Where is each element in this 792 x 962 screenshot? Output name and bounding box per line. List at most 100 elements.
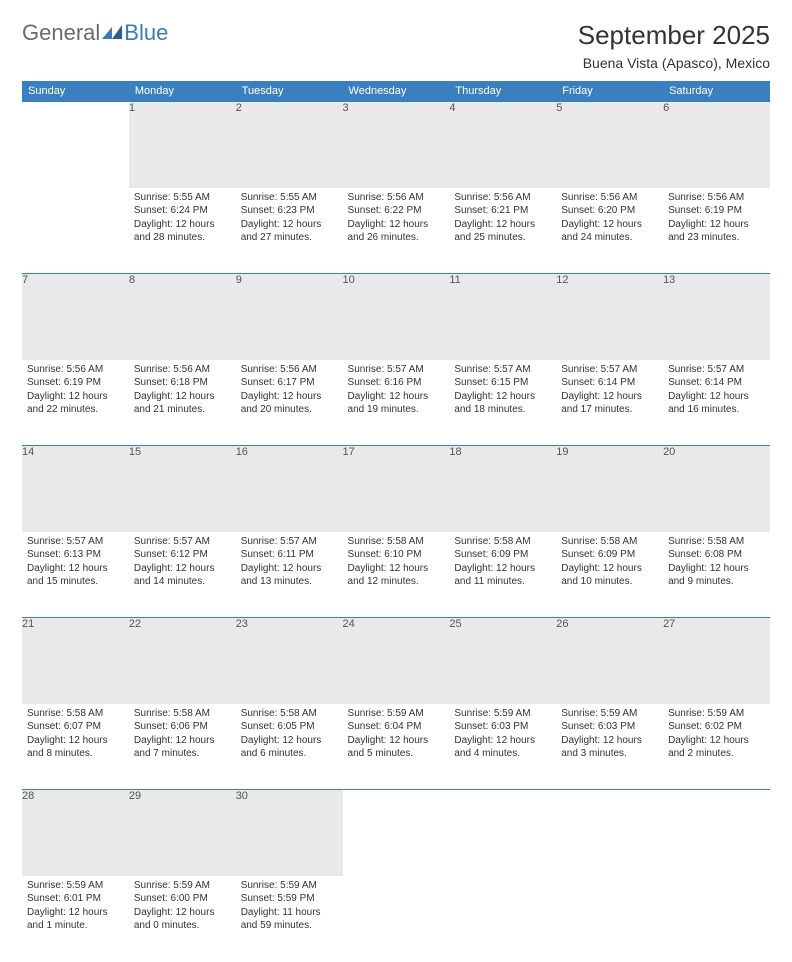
day-data-cell: Sunrise: 5:58 AMSunset: 6:05 PMDaylight:… xyxy=(236,704,343,790)
day-data-cell: Sunrise: 5:59 AMSunset: 5:59 PMDaylight:… xyxy=(236,876,343,962)
day-data-cell: Sunrise: 5:57 AMSunset: 6:16 PMDaylight:… xyxy=(343,360,450,446)
weekday-header: Saturday xyxy=(663,81,770,102)
day-details: Sunrise: 5:58 AMSunset: 6:09 PMDaylight:… xyxy=(556,532,663,595)
day-number-cell: 6 xyxy=(663,102,770,188)
day-number-cell: 20 xyxy=(663,446,770,532)
day-number-cell: 18 xyxy=(449,446,556,532)
day-number-cell: 25 xyxy=(449,618,556,704)
day-data-cell: Sunrise: 5:56 AMSunset: 6:18 PMDaylight:… xyxy=(129,360,236,446)
day-number-cell xyxy=(449,790,556,876)
day-details: Sunrise: 5:58 AMSunset: 6:06 PMDaylight:… xyxy=(129,704,236,767)
day-number-row: 14151617181920 xyxy=(22,446,770,532)
weekday-header: Wednesday xyxy=(343,81,450,102)
day-details: Sunrise: 5:59 AMSunset: 5:59 PMDaylight:… xyxy=(236,876,343,939)
location: Buena Vista (Apasco), Mexico xyxy=(578,55,770,71)
day-data-cell: Sunrise: 5:57 AMSunset: 6:11 PMDaylight:… xyxy=(236,532,343,618)
day-number-cell xyxy=(343,790,450,876)
day-number-cell: 12 xyxy=(556,274,663,360)
day-data-cell xyxy=(556,876,663,962)
day-data-cell: Sunrise: 5:58 AMSunset: 6:09 PMDaylight:… xyxy=(449,532,556,618)
day-data-cell: Sunrise: 5:56 AMSunset: 6:17 PMDaylight:… xyxy=(236,360,343,446)
day-data-cell: Sunrise: 5:57 AMSunset: 6:14 PMDaylight:… xyxy=(663,360,770,446)
day-number-cell: 1 xyxy=(129,102,236,188)
day-data-cell: Sunrise: 5:59 AMSunset: 6:00 PMDaylight:… xyxy=(129,876,236,962)
day-number-row: 21222324252627 xyxy=(22,618,770,704)
day-number-cell: 29 xyxy=(129,790,236,876)
day-data-cell: Sunrise: 5:56 AMSunset: 6:21 PMDaylight:… xyxy=(449,188,556,274)
day-number-cell: 26 xyxy=(556,618,663,704)
day-details: Sunrise: 5:57 AMSunset: 6:13 PMDaylight:… xyxy=(22,532,129,595)
day-data-cell: Sunrise: 5:58 AMSunset: 6:09 PMDaylight:… xyxy=(556,532,663,618)
day-details: Sunrise: 5:59 AMSunset: 6:03 PMDaylight:… xyxy=(449,704,556,767)
day-data-cell xyxy=(449,876,556,962)
day-number-cell: 19 xyxy=(556,446,663,532)
day-details: Sunrise: 5:56 AMSunset: 6:19 PMDaylight:… xyxy=(663,188,770,251)
day-number-cell: 23 xyxy=(236,618,343,704)
day-data-cell: Sunrise: 5:58 AMSunset: 6:07 PMDaylight:… xyxy=(22,704,129,790)
day-details: Sunrise: 5:57 AMSunset: 6:16 PMDaylight:… xyxy=(343,360,450,423)
day-number-row: 123456 xyxy=(22,102,770,188)
day-number-cell: 5 xyxy=(556,102,663,188)
day-number-cell: 24 xyxy=(343,618,450,704)
day-details: Sunrise: 5:58 AMSunset: 6:05 PMDaylight:… xyxy=(236,704,343,767)
day-details: Sunrise: 5:57 AMSunset: 6:14 PMDaylight:… xyxy=(663,360,770,423)
day-data-cell xyxy=(22,188,129,274)
day-number-cell: 13 xyxy=(663,274,770,360)
day-data-cell: Sunrise: 5:57 AMSunset: 6:14 PMDaylight:… xyxy=(556,360,663,446)
day-number-row: 282930 xyxy=(22,790,770,876)
day-data-row: Sunrise: 5:55 AMSunset: 6:24 PMDaylight:… xyxy=(22,188,770,274)
day-data-cell: Sunrise: 5:55 AMSunset: 6:23 PMDaylight:… xyxy=(236,188,343,274)
day-number-cell: 21 xyxy=(22,618,129,704)
day-details: Sunrise: 5:56 AMSunset: 6:19 PMDaylight:… xyxy=(22,360,129,423)
day-details: Sunrise: 5:58 AMSunset: 6:08 PMDaylight:… xyxy=(663,532,770,595)
day-details: Sunrise: 5:59 AMSunset: 6:03 PMDaylight:… xyxy=(556,704,663,767)
title-block: September 2025 Buena Vista (Apasco), Mex… xyxy=(578,20,770,71)
day-number-cell: 8 xyxy=(129,274,236,360)
day-number-cell: 22 xyxy=(129,618,236,704)
day-data-cell: Sunrise: 5:56 AMSunset: 6:19 PMDaylight:… xyxy=(22,360,129,446)
logo-text-general: General xyxy=(22,20,100,46)
day-data-cell xyxy=(663,876,770,962)
weekday-header: Friday xyxy=(556,81,663,102)
day-details: Sunrise: 5:56 AMSunset: 6:18 PMDaylight:… xyxy=(129,360,236,423)
day-data-cell: Sunrise: 5:57 AMSunset: 6:15 PMDaylight:… xyxy=(449,360,556,446)
day-details: Sunrise: 5:57 AMSunset: 6:15 PMDaylight:… xyxy=(449,360,556,423)
day-number-cell xyxy=(22,102,129,188)
day-number-cell xyxy=(663,790,770,876)
day-data-cell: Sunrise: 5:55 AMSunset: 6:24 PMDaylight:… xyxy=(129,188,236,274)
day-number-cell: 15 xyxy=(129,446,236,532)
day-number-cell: 10 xyxy=(343,274,450,360)
day-details: Sunrise: 5:58 AMSunset: 6:09 PMDaylight:… xyxy=(449,532,556,595)
day-details: Sunrise: 5:57 AMSunset: 6:12 PMDaylight:… xyxy=(129,532,236,595)
month-title: September 2025 xyxy=(578,20,770,51)
day-number-cell: 17 xyxy=(343,446,450,532)
weekday-header: Monday xyxy=(129,81,236,102)
day-number-cell: 2 xyxy=(236,102,343,188)
day-details: Sunrise: 5:59 AMSunset: 6:02 PMDaylight:… xyxy=(663,704,770,767)
day-details: Sunrise: 5:57 AMSunset: 6:14 PMDaylight:… xyxy=(556,360,663,423)
day-data-row: Sunrise: 5:57 AMSunset: 6:13 PMDaylight:… xyxy=(22,532,770,618)
day-details: Sunrise: 5:58 AMSunset: 6:10 PMDaylight:… xyxy=(343,532,450,595)
day-data-cell: Sunrise: 5:59 AMSunset: 6:03 PMDaylight:… xyxy=(449,704,556,790)
day-data-cell: Sunrise: 5:56 AMSunset: 6:22 PMDaylight:… xyxy=(343,188,450,274)
day-details: Sunrise: 5:56 AMSunset: 6:21 PMDaylight:… xyxy=(449,188,556,251)
day-data-row: Sunrise: 5:58 AMSunset: 6:07 PMDaylight:… xyxy=(22,704,770,790)
weekday-header: Tuesday xyxy=(236,81,343,102)
calendar-table: SundayMondayTuesdayWednesdayThursdayFrid… xyxy=(22,81,770,962)
day-details: Sunrise: 5:55 AMSunset: 6:23 PMDaylight:… xyxy=(236,188,343,251)
day-details: Sunrise: 5:55 AMSunset: 6:24 PMDaylight:… xyxy=(129,188,236,251)
day-data-cell: Sunrise: 5:59 AMSunset: 6:04 PMDaylight:… xyxy=(343,704,450,790)
day-details: Sunrise: 5:56 AMSunset: 6:22 PMDaylight:… xyxy=(343,188,450,251)
day-details: Sunrise: 5:56 AMSunset: 6:20 PMDaylight:… xyxy=(556,188,663,251)
day-details: Sunrise: 5:58 AMSunset: 6:07 PMDaylight:… xyxy=(22,704,129,767)
day-data-cell: Sunrise: 5:58 AMSunset: 6:10 PMDaylight:… xyxy=(343,532,450,618)
day-data-row: Sunrise: 5:59 AMSunset: 6:01 PMDaylight:… xyxy=(22,876,770,962)
day-details: Sunrise: 5:59 AMSunset: 6:00 PMDaylight:… xyxy=(129,876,236,939)
logo: General Blue xyxy=(22,20,168,46)
day-data-cell: Sunrise: 5:57 AMSunset: 6:12 PMDaylight:… xyxy=(129,532,236,618)
day-details: Sunrise: 5:59 AMSunset: 6:01 PMDaylight:… xyxy=(22,876,129,939)
day-details: Sunrise: 5:59 AMSunset: 6:04 PMDaylight:… xyxy=(343,704,450,767)
weekday-header: Sunday xyxy=(22,81,129,102)
day-details: Sunrise: 5:56 AMSunset: 6:17 PMDaylight:… xyxy=(236,360,343,423)
day-data-cell: Sunrise: 5:57 AMSunset: 6:13 PMDaylight:… xyxy=(22,532,129,618)
